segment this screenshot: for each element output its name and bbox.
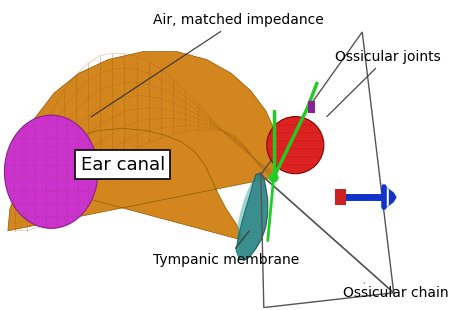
Ellipse shape — [267, 117, 324, 174]
Text: Ossicular chain: Ossicular chain — [343, 283, 448, 300]
Polygon shape — [8, 52, 281, 241]
Polygon shape — [236, 173, 268, 260]
Polygon shape — [236, 175, 256, 260]
Polygon shape — [379, 182, 397, 213]
Text: Ear canal: Ear canal — [81, 156, 165, 174]
Text: Air, matched impedance: Air, matched impedance — [91, 13, 323, 117]
Text: Ossicular joints: Ossicular joints — [327, 50, 440, 117]
Ellipse shape — [269, 173, 279, 183]
Bar — [308, 101, 315, 113]
Bar — [335, 189, 346, 205]
Ellipse shape — [4, 115, 98, 228]
Text: Tympanic membrane: Tympanic membrane — [153, 231, 299, 267]
